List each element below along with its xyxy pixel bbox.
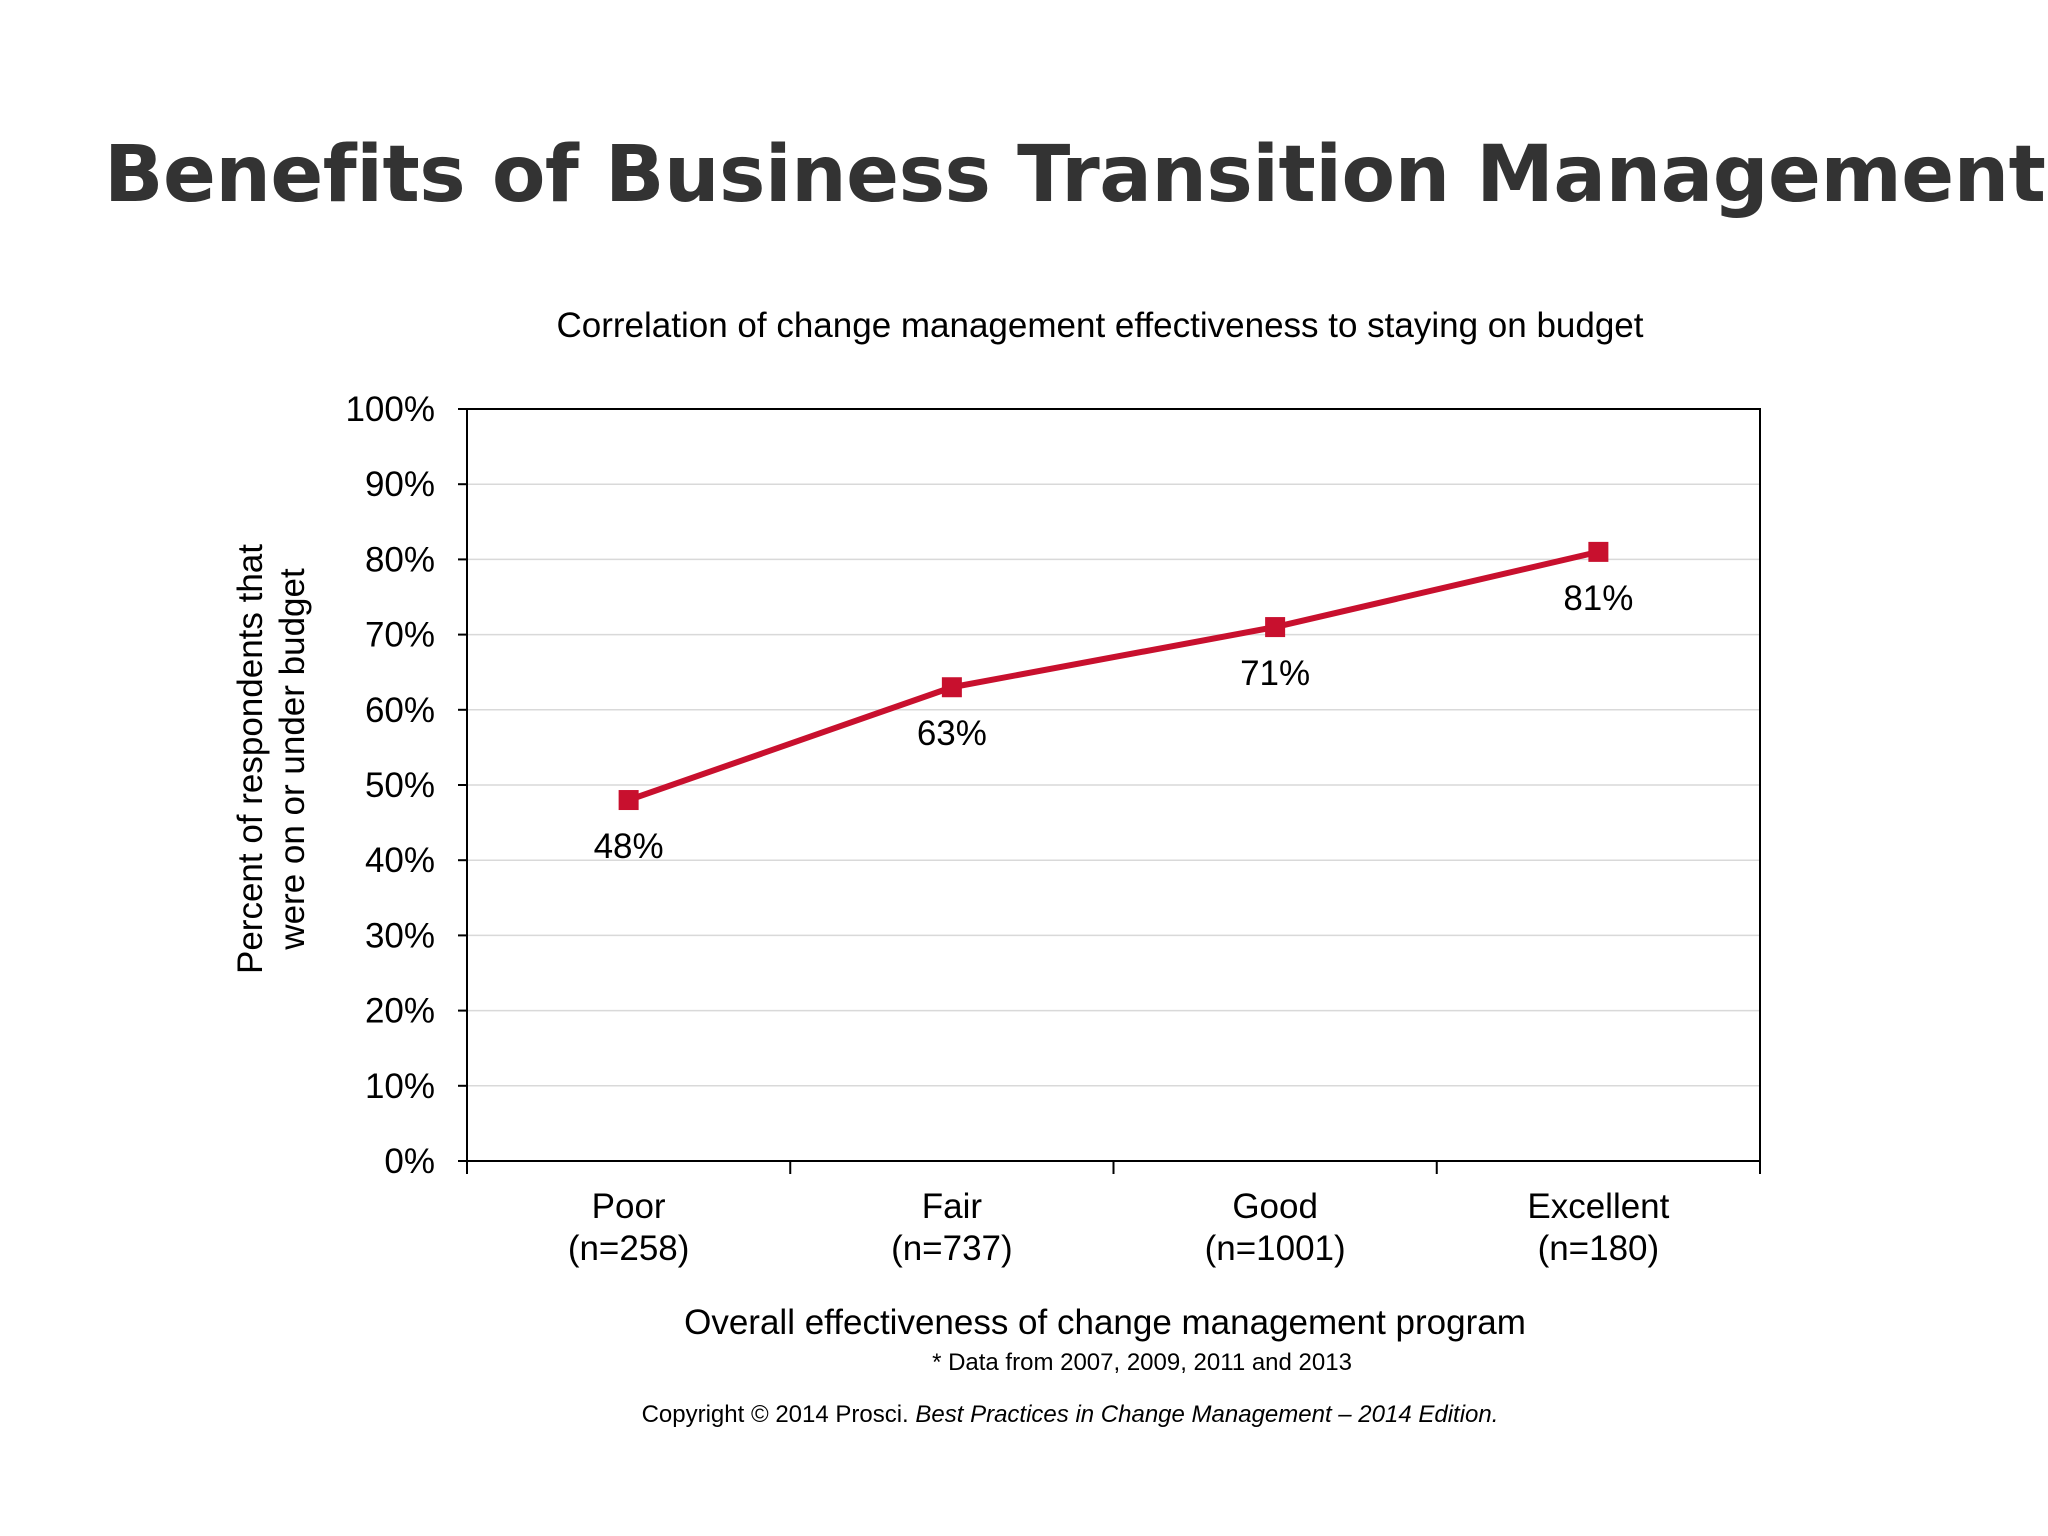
data-source-note: * Data from 2007, 2009, 2011 and 2013 (932, 1349, 1352, 1376)
y-tick-label: 40% (365, 841, 435, 880)
y-tick-label: 30% (365, 916, 435, 955)
gridlines (467, 483, 1760, 1087)
data-point-marker (618, 790, 639, 811)
data-label: 71% (1240, 654, 1310, 693)
x-category-sublabel: (n=180) (1538, 1229, 1660, 1268)
y-tick-label: 50% (365, 766, 435, 805)
y-tick-label: 100% (345, 390, 435, 429)
data-label: 48% (594, 827, 664, 866)
series-on-or-under-budget: 48% 63% 71% 81% (594, 541, 1633, 866)
x-category-label: Good (1232, 1187, 1318, 1226)
y-tick-label: 70% (365, 616, 435, 655)
chart-title: Correlation of change management effecti… (557, 306, 1644, 345)
y-axis-label-line-1: Percent of respondents that (231, 544, 270, 974)
copyright-source: Best Practices in Change Management – 20… (915, 1401, 1499, 1428)
y-tick-label: 0% (384, 1142, 435, 1181)
data-label: 81% (1563, 579, 1633, 618)
x-category-label: Excellent (1527, 1187, 1669, 1226)
slide-title: Benefits of Business Transition Manageme… (104, 130, 2046, 220)
x-category-sublabel: (n=258) (568, 1229, 690, 1268)
y-axis-ticks: 0% 10% 20% 30% 40% 50% 60% 70% 80% 90% 100% (345, 390, 467, 1181)
y-tick-label: 20% (365, 992, 435, 1031)
x-category-sublabel: (n=737) (891, 1229, 1013, 1268)
data-point-marker (941, 677, 962, 698)
data-label: 63% (917, 714, 987, 753)
y-tick-label: 90% (365, 465, 435, 504)
x-category-label: Poor (592, 1187, 666, 1226)
x-category-sublabel: (n=1001) (1205, 1229, 1346, 1268)
x-axis-label: Overall effectiveness of change manageme… (684, 1303, 1526, 1342)
copyright-note: Copyright © 2014 Prosci. Best Practices … (0, 1401, 2048, 1429)
data-point-marker (1265, 617, 1286, 638)
x-axis-ticks: Poor(n=258) Fair(n=737) Good(n=1001) Excell… (466, 1161, 1761, 1268)
y-tick-label: 80% (365, 540, 435, 579)
y-tick-label: 10% (365, 1067, 435, 1106)
copyright-prefix: Copyright © 2014 Prosci. (641, 1401, 909, 1428)
y-axis-label-line-2: were on or under budget (273, 568, 312, 951)
data-point-marker (1588, 541, 1609, 562)
x-category-label: Fair (922, 1187, 983, 1226)
y-tick-label: 60% (365, 691, 435, 730)
series-line (627, 548, 1600, 803)
